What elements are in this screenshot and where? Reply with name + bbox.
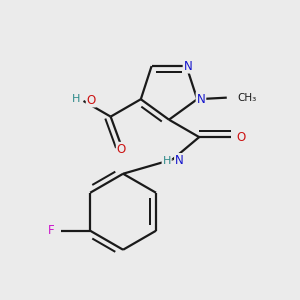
Text: O: O [117,143,126,156]
Text: H: H [163,156,171,166]
Text: N: N [196,93,205,106]
Text: CH₃: CH₃ [237,93,256,103]
Text: N: N [184,60,192,73]
Text: O: O [87,94,96,106]
Text: F: F [48,224,54,237]
Text: N: N [175,154,184,167]
Text: O: O [236,130,245,144]
Text: H: H [72,94,80,104]
